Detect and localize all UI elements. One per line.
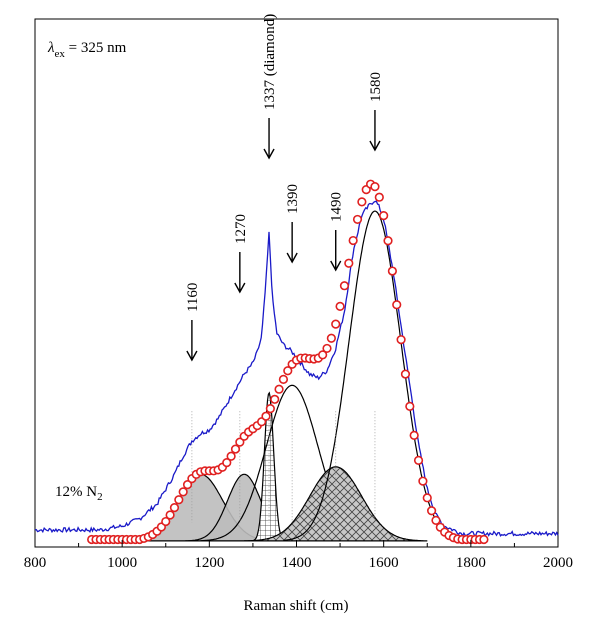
fit-point: [165, 510, 175, 520]
fit-point: [265, 403, 275, 414]
fit-point: [396, 335, 406, 345]
excitation-label: λex = 325 nm: [47, 40, 127, 60]
peak-label: 1337 (diamond): [262, 14, 278, 110]
fit-point: [326, 333, 336, 343]
peak-label: 1270: [233, 214, 249, 244]
fit-point: [178, 487, 188, 497]
fit-points: [87, 179, 489, 545]
lambda-sub: ex: [55, 48, 66, 60]
fit-point: [427, 506, 437, 516]
fit-point: [418, 476, 428, 486]
fit-point: [222, 457, 232, 468]
fit-point: [169, 503, 180, 513]
sample-main: 12% N: [55, 484, 97, 500]
peak-arrow-head: [286, 252, 298, 264]
fit-point: [182, 480, 193, 490]
x-axis: 800 1000 1200 1400 1600 1800 2000: [24, 540, 573, 571]
fit-point: [274, 384, 284, 394]
fit-point: [422, 493, 432, 503]
fit-point: [270, 394, 280, 404]
fit-point: [331, 319, 341, 329]
fit-point: [161, 516, 171, 527]
x-tick-label: 1400: [282, 555, 312, 571]
fit-point: [230, 444, 241, 454]
fit-point: [413, 455, 424, 465]
plot-frame: [34, 18, 559, 548]
fit-point: [409, 430, 419, 440]
peak-arrow-head: [234, 282, 246, 294]
measured-series: [34, 200, 559, 538]
x-axis-title: Raman shift (cm): [244, 598, 349, 614]
peak-label: 1160: [185, 283, 201, 312]
fit-point: [370, 182, 380, 192]
fit-point: [431, 515, 441, 525]
fit-point: [357, 197, 367, 207]
fit-point: [400, 369, 411, 379]
sample-sub: 2: [97, 491, 103, 503]
fit-point: [383, 236, 393, 246]
fit-point: [339, 281, 350, 291]
fit-components: [122, 210, 467, 542]
fit-point: [479, 534, 489, 545]
fit-point: [322, 343, 332, 354]
fit-point: [235, 437, 245, 447]
fit-point: [405, 401, 415, 411]
x-tick-label: 800: [24, 555, 47, 571]
fit-point: [348, 235, 358, 246]
fit-point: [374, 192, 384, 202]
fit-component: [283, 210, 467, 541]
fit-point: [392, 300, 402, 310]
excitation-value: = 325 nm: [65, 40, 127, 56]
x-tick-label: 1600: [369, 555, 399, 571]
measured-line: [34, 200, 559, 538]
peak-label: 1390: [285, 184, 301, 214]
x-tick-label: 2000: [543, 555, 573, 571]
x-tick-label: 1800: [456, 555, 486, 571]
peak-label: 1580: [368, 72, 384, 102]
fit-point: [278, 374, 289, 384]
peak-arrow-head: [369, 140, 381, 152]
fit-point: [387, 266, 397, 276]
peak-label: 1490: [329, 192, 345, 222]
fit-component: [244, 466, 428, 542]
x-tick-label: 1000: [107, 555, 137, 571]
fit-point: [261, 411, 271, 421]
fit-point: [335, 301, 345, 311]
peak-guides: [191, 411, 376, 523]
fit-point: [318, 350, 328, 360]
peak-arrow-head: [330, 260, 342, 272]
peak-arrow-head: [186, 350, 198, 362]
fit-point: [379, 210, 389, 221]
peak-arrow-head: [263, 148, 275, 160]
x-tick-label: 1200: [194, 555, 224, 571]
sample-label: 12% N2: [55, 484, 103, 503]
fit-point: [226, 451, 236, 461]
fit-point: [344, 258, 354, 268]
fit-point: [352, 214, 363, 225]
lambda-symbol: λ: [47, 40, 55, 56]
fit-point: [283, 366, 293, 376]
fit-point: [174, 495, 184, 505]
peak-annotations: 1160 1270 1337 (diamond) 1390 1490 1580: [185, 14, 384, 362]
